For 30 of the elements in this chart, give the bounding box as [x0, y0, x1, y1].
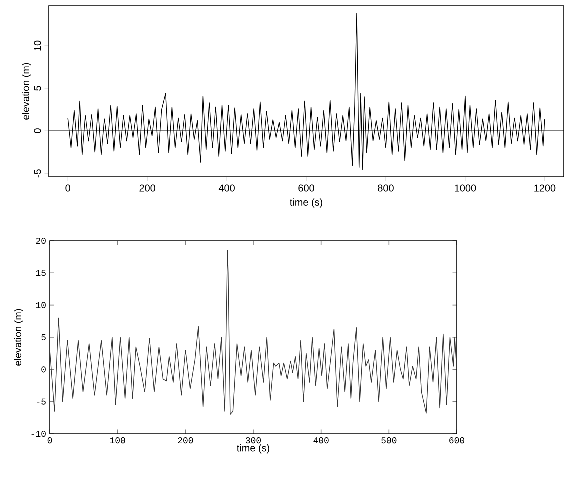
x-tick-label: 0	[66, 184, 70, 192]
x-tick-label: 100	[110, 438, 126, 444]
x-tick-label: 400	[218, 184, 235, 192]
y-axis-title: elevation (m)	[22, 63, 32, 120]
y-tick-label: -10	[32, 430, 46, 438]
x-tick-label: 0	[48, 438, 52, 444]
y-tick-label: 20	[36, 238, 46, 244]
x-tick-label: 1000	[455, 184, 476, 192]
x-tick-label: 400	[314, 438, 329, 444]
x-axis-title: time (s)	[237, 444, 270, 454]
y-tick-label: 0	[34, 128, 42, 134]
y-tick-label: 10	[34, 40, 42, 51]
line-series	[50, 250, 457, 416]
y-tick-label: -5	[37, 398, 46, 405]
y-tick-label: 0	[42, 366, 46, 373]
y-axis-title: elevation (m)	[14, 309, 24, 366]
x-tick-label: 200	[178, 438, 194, 444]
x-tick-label: 1200	[534, 184, 556, 192]
y-tick-label: 15	[36, 270, 46, 276]
x-axis-title: time (s)	[290, 198, 322, 208]
x-tick-label: 600	[298, 184, 314, 192]
y-tick-label: 5	[34, 86, 42, 91]
x-tick-label: 500	[382, 438, 397, 444]
x-tick-label: 200	[140, 184, 156, 192]
y-tick-label: 5	[42, 334, 46, 340]
x-tick-label: 300	[246, 438, 262, 444]
y-tick-label: 10	[36, 302, 46, 308]
y-tick-label: -5	[34, 170, 42, 178]
x-tick-label: 800	[378, 184, 394, 192]
x-tick-label: 600	[450, 438, 465, 444]
